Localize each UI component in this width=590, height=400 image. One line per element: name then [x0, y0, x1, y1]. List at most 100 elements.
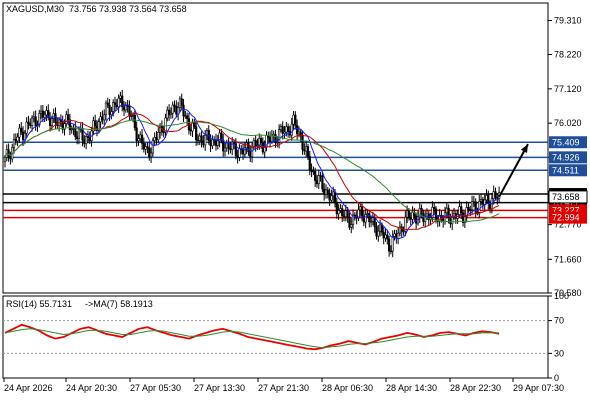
rsi-ma-line — [4, 328, 500, 349]
candle-body — [191, 122, 194, 132]
candle-body — [63, 123, 66, 130]
rsi-panel: RSI(14) 55.7131 ->MA(7) 58.1913 100 70 30 0 — [2, 291, 569, 383]
arrow-shaft — [498, 143, 529, 198]
candle-body — [324, 189, 328, 195]
candle-body — [196, 139, 200, 141]
candle-body — [104, 102, 108, 116]
candle-body — [479, 199, 483, 202]
candle-body — [238, 148, 241, 158]
chart-symbol: XAGUSD,M30 — [6, 4, 64, 14]
candle-body — [113, 102, 117, 106]
price-tick-label: 77.120 — [554, 84, 582, 94]
candle-body — [86, 136, 90, 138]
candle-body — [23, 132, 26, 141]
candle-body — [30, 117, 34, 126]
rsi-panel-frame — [2, 295, 549, 379]
candle-body — [346, 210, 349, 217]
level-labels: 75.40974.92674.51173.75073.47773.22772.9… — [548, 136, 588, 224]
candle-body — [67, 114, 70, 120]
time-tick-label: 24 Apr 2026 — [4, 383, 53, 393]
candle-body — [287, 126, 290, 132]
candle-body — [14, 139, 17, 142]
candle-body — [375, 226, 378, 237]
candle-body — [314, 170, 317, 181]
time-tick-label: 27 Apr 21:30 — [258, 383, 309, 393]
rsi-tick-label: 30 — [554, 348, 564, 358]
candle-body — [236, 155, 239, 158]
candle-body — [389, 250, 393, 253]
candle-body — [326, 189, 329, 194]
candle-body — [128, 106, 131, 117]
candle-body — [478, 200, 481, 213]
candle-body — [29, 123, 32, 126]
candle-body — [245, 142, 248, 149]
candle-body — [223, 147, 227, 152]
chart-ohlc: 73.756 73.938 73.564 73.658 — [69, 4, 187, 14]
candle-body — [166, 109, 169, 119]
candle-body — [341, 208, 344, 217]
price-panel: XAGUSD,M30 73.756 73.938 73.564 73.658 7… — [2, 2, 588, 298]
candle-body — [121, 95, 124, 108]
candle-body — [117, 97, 120, 108]
ma-slow-line — [4, 119, 500, 223]
candle-body — [411, 212, 414, 220]
candle-body — [420, 208, 423, 215]
candle-body — [268, 137, 272, 142]
candle-body — [330, 195, 333, 201]
candle-body — [433, 207, 436, 210]
candle-body — [231, 141, 234, 151]
candle-body — [3, 157, 7, 162]
candle-body — [43, 114, 46, 118]
candle-body — [259, 138, 263, 144]
candle-body — [168, 109, 171, 115]
candle-body — [115, 104, 118, 108]
candle-body — [149, 152, 153, 158]
candle-body — [186, 115, 189, 119]
candle-body — [312, 170, 315, 173]
price-tick-label: 79.310 — [554, 15, 582, 25]
candle-body — [140, 134, 144, 144]
candle-body — [45, 110, 48, 116]
candle-body — [182, 104, 185, 117]
candle-body — [404, 216, 407, 232]
candle-body — [409, 217, 412, 220]
candle-body — [474, 201, 477, 213]
candle-body — [122, 106, 126, 111]
candle-body — [470, 201, 474, 211]
candle-body — [157, 132, 160, 141]
candle-body — [449, 217, 452, 225]
candle-body — [88, 137, 91, 141]
candle-body — [321, 175, 324, 190]
candle-body — [151, 140, 154, 154]
candle-body — [447, 207, 450, 219]
candle-body — [445, 207, 448, 214]
candle-body — [25, 121, 28, 134]
candle-body — [153, 137, 156, 141]
candle-body — [492, 191, 495, 199]
candle-body — [144, 146, 147, 150]
candle-body — [317, 175, 320, 185]
candle-body — [359, 206, 362, 211]
candle-body — [350, 224, 353, 228]
candle-body — [301, 135, 304, 150]
candle-body — [476, 212, 479, 214]
candle-body — [496, 196, 499, 199]
candle-body — [204, 134, 207, 146]
level-label-bg — [549, 211, 587, 224]
candle-body — [483, 199, 486, 205]
candle-body — [99, 116, 102, 123]
candle-body — [173, 104, 176, 107]
time-tick-label: 27 Apr 05:30 — [130, 383, 181, 393]
candle-body — [335, 202, 338, 215]
candle-body — [94, 120, 97, 127]
candle-body — [310, 169, 313, 172]
level-label-bg — [549, 136, 587, 149]
candle-body — [384, 234, 387, 239]
candle-body — [34, 116, 37, 127]
price-tick-label: 70.580 — [554, 288, 582, 298]
candle-body — [290, 123, 293, 136]
candle-body — [139, 134, 142, 139]
candle-body — [378, 224, 382, 232]
candle-body — [431, 207, 434, 218]
candle-body — [297, 131, 301, 135]
